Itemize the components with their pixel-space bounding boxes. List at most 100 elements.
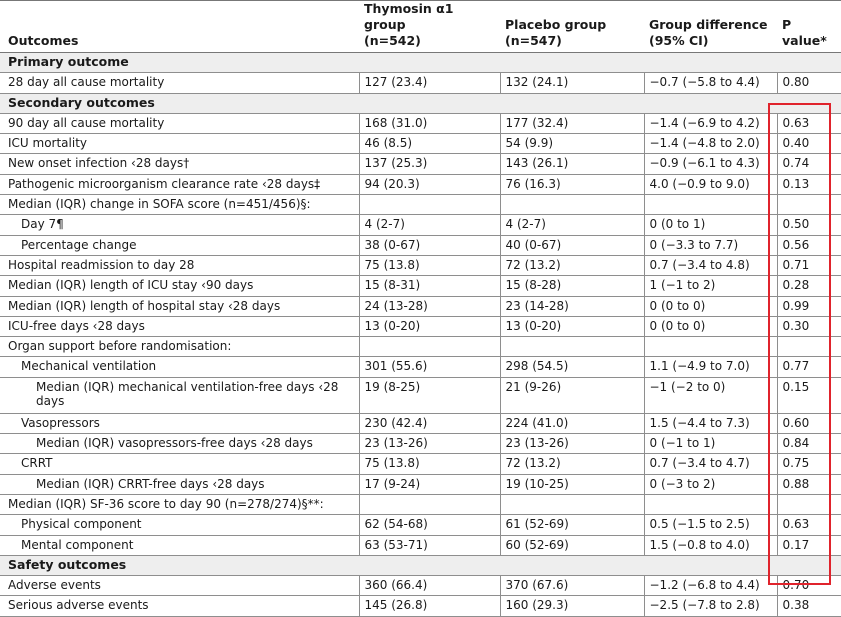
thymosin-cell: 168 (31.0) (358, 113, 500, 135)
pvalue-cell (776, 494, 841, 516)
difference-header-title: Group difference (649, 17, 768, 32)
placebo-cell: 40 (0-67) (499, 235, 644, 256)
outcome-cell: Organ support before randomisation: (0, 336, 359, 358)
thymosin-cell: 24 (13-28) (358, 296, 500, 317)
thymosin-cell: 23 (13-26) (358, 433, 500, 455)
placebo-cell (499, 194, 644, 216)
outcome-cell: New onset infection ‹28 days† (0, 153, 359, 175)
pvalue-header: P value* (777, 0, 841, 53)
pvalue-cell: 0.75 (776, 453, 841, 475)
table-row: ICU-free days ‹28 days 13 (0-20) 13 (0-20)… (0, 316, 841, 338)
placebo-cell (499, 494, 644, 516)
section-empty-cell (359, 52, 500, 74)
outcome-cell: Serious adverse events (0, 595, 359, 617)
thymosin-cell: 127 (23.4) (358, 72, 500, 94)
difference-cell: −1 (−2 to 0) (643, 377, 777, 414)
difference-cell: −0.7 (−5.8 to 4.4) (643, 72, 777, 94)
table-row: Median (IQR) length of hospital stay ‹28… (0, 296, 841, 317)
header-row: Outcomes Thymosin α1 group (n=542) Place… (0, 0, 841, 53)
placebo-cell: 143 (26.1) (499, 153, 644, 175)
placebo-cell: 132 (24.1) (499, 72, 644, 94)
difference-cell: 0 (0 to 1) (643, 214, 777, 236)
section-empty-cell (500, 52, 644, 74)
placebo-cell: 160 (29.3) (499, 595, 644, 617)
placebo-cell: 224 (41.0) (499, 413, 644, 435)
outcome-cell: Pathogenic microorganism clearance rate … (0, 174, 359, 196)
thymosin-header-n: (n=542) (364, 33, 421, 48)
thymosin-cell: 137 (25.3) (358, 153, 500, 175)
pvalue-cell: 0.17 (776, 535, 841, 556)
difference-cell: 1.1 (−4.9 to 7.0) (643, 356, 777, 378)
outcome-cell: Mechanical ventilation (0, 356, 359, 378)
table-row: Organ support before randomisation: (0, 336, 841, 358)
outcome-cell: Median (IQR) mechanical ventilation-free… (0, 377, 359, 414)
table-row: Median (IQR) vasopressors-free days ‹28 … (0, 433, 841, 455)
difference-cell: 0 (−3 to 2) (643, 474, 777, 495)
pvalue-cell: 0.56 (776, 235, 841, 256)
difference-cell (643, 494, 777, 516)
thymosin-cell: 360 (66.4) (358, 575, 500, 597)
difference-cell: −1.4 (−6.9 to 4.2) (643, 113, 777, 135)
thymosin-cell (358, 336, 500, 358)
thymosin-header-title: Thymosin α1 group (364, 1, 454, 32)
section-row: Safety outcomes (0, 555, 841, 577)
placebo-header: Placebo group (n=547) (500, 0, 644, 53)
pvalue-cell: 0.84 (776, 433, 841, 455)
section-empty-cell (644, 555, 777, 577)
placebo-cell: 177 (32.4) (499, 113, 644, 135)
section-empty-cell (644, 93, 777, 114)
table-row: 28 day all cause mortality 127 (23.4) 132 … (0, 72, 841, 94)
table-row: Median (IQR) mechanical ventilation-free… (0, 377, 841, 414)
section-empty-cell (777, 555, 841, 577)
table-row: Mechanical ventilation 301 (55.6) 298 (54.… (0, 356, 841, 378)
section-title: Primary outcome (0, 52, 359, 74)
difference-cell (643, 194, 777, 216)
table-row: Adverse events 360 (66.4) 370 (67.6) −1.2 (… (0, 575, 841, 597)
table-body: Primary outcome 28 day all cause mortalit… (0, 52, 841, 617)
pvalue-cell: 0.63 (776, 113, 841, 135)
section-empty-cell (644, 52, 777, 74)
thymosin-cell: 301 (55.6) (358, 356, 500, 378)
difference-cell: 0 (0 to 0) (643, 316, 777, 338)
table-row: Median (IQR) CRRT-free days ‹28 days 17 (… (0, 474, 841, 495)
outcome-cell: CRRT (0, 453, 359, 475)
pvalue-cell: 0.74 (776, 153, 841, 175)
pvalue-cell: 0.88 (776, 474, 841, 495)
difference-header: Group difference (95% CI) (644, 0, 777, 53)
table-row: Physical component 62 (54-68) 61 (52-69) 0.… (0, 514, 841, 536)
placebo-header-title: Placebo group (505, 17, 607, 32)
outcome-cell: Adverse events (0, 575, 359, 597)
thymosin-cell: 230 (42.4) (358, 413, 500, 435)
pvalue-cell (776, 194, 841, 216)
difference-cell: 4.0 (−0.9 to 9.0) (643, 174, 777, 196)
section-empty-cell (500, 555, 644, 577)
placebo-cell (499, 336, 644, 358)
pvalue-cell: 0.77 (776, 356, 841, 378)
pvalue-cell: 0.13 (776, 174, 841, 196)
thymosin-cell: 63 (53-71) (358, 535, 500, 556)
table-header: Outcomes Thymosin α1 group (n=542) Place… (0, 0, 841, 53)
outcome-cell: 90 day all cause mortality (0, 113, 359, 135)
placebo-cell: 23 (13-26) (499, 433, 644, 455)
placebo-cell: 61 (52-69) (499, 514, 644, 536)
table-row: Median (IQR) length of ICU stay ‹90 days… (0, 275, 841, 297)
section-empty-cell (500, 93, 644, 114)
outcome-cell: Day 7¶ (0, 214, 359, 236)
outcomes-header: Outcomes (0, 0, 359, 53)
section-row: Secondary outcomes (0, 93, 841, 114)
outcome-cell: ICU-free days ‹28 days (0, 316, 359, 338)
difference-cell: 0 (−3.3 to 7.7) (643, 235, 777, 256)
outcome-cell: Physical component (0, 514, 359, 536)
difference-cell: 0.7 (−3.4 to 4.8) (643, 255, 777, 277)
difference-cell: 1.5 (−0.8 to 4.0) (643, 535, 777, 556)
thymosin-cell: 15 (8-31) (358, 275, 500, 297)
placebo-cell: 76 (16.3) (499, 174, 644, 196)
placebo-cell: 19 (10-25) (499, 474, 644, 495)
outcome-cell: Median (IQR) length of hospital stay ‹28… (0, 296, 359, 317)
placebo-cell: 298 (54.5) (499, 356, 644, 378)
difference-cell: −2.5 (−7.8 to 2.8) (643, 595, 777, 617)
placebo-cell: 4 (2-7) (499, 214, 644, 236)
placebo-cell: 13 (0-20) (499, 316, 644, 338)
